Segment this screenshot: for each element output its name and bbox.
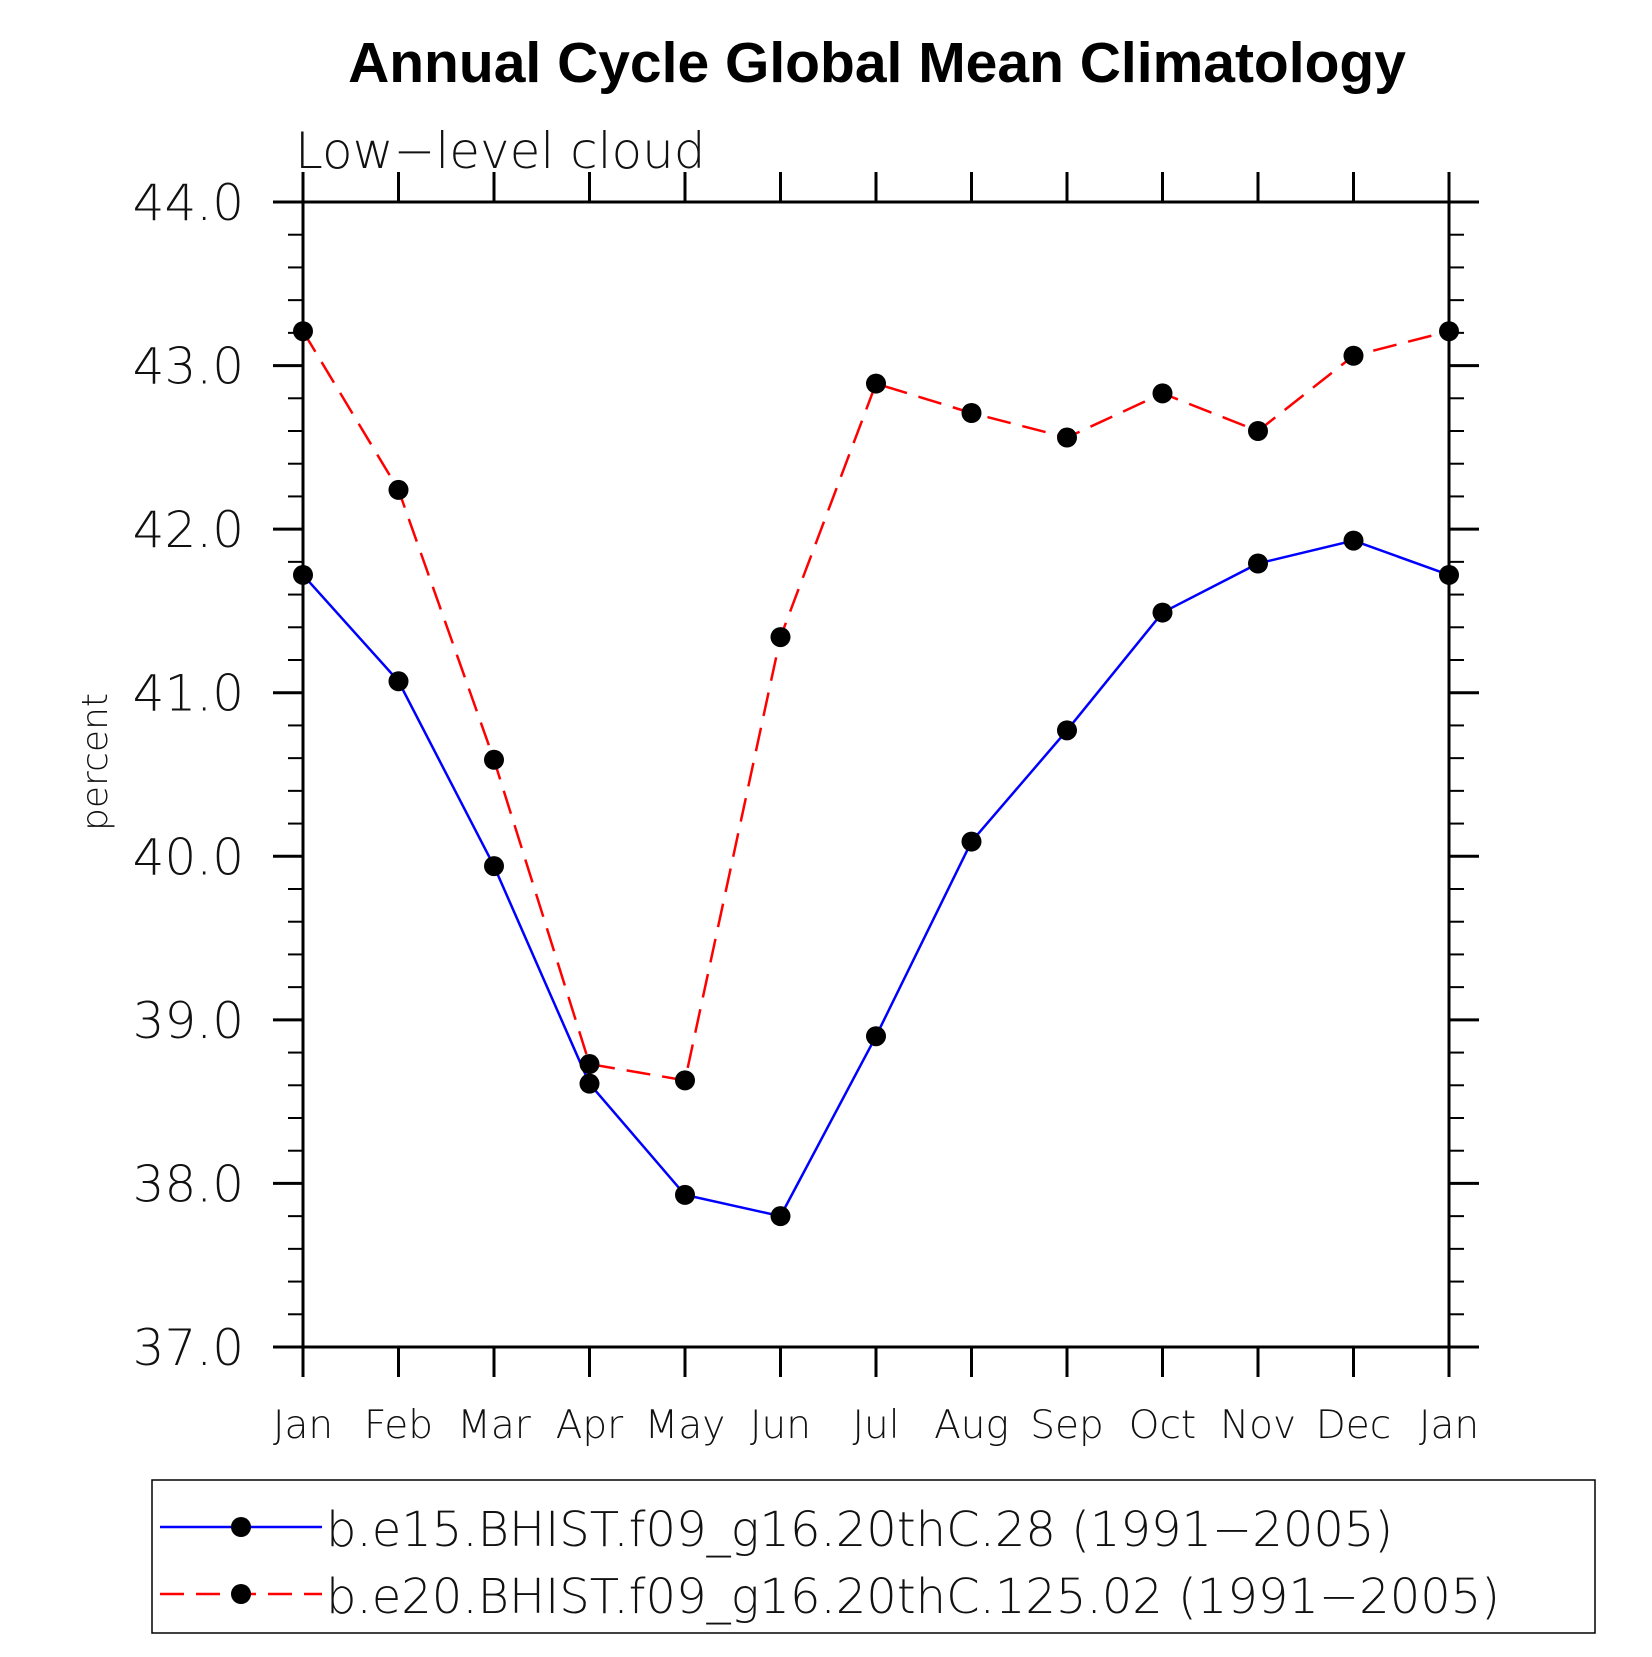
x-tick-label: Feb xyxy=(364,1403,433,1448)
x-tick-label: Dec xyxy=(1316,1403,1391,1448)
x-tick-label: Sep xyxy=(1030,1403,1104,1448)
series-1-point xyxy=(1343,530,1364,551)
x-tick-label: Aug xyxy=(934,1403,1009,1448)
x-tick-label: Jan xyxy=(273,1403,333,1448)
series-1-point xyxy=(1152,602,1173,623)
x-tick-label: Jun xyxy=(750,1403,811,1448)
chart-subtitle: Low−level cloud xyxy=(295,122,706,180)
series-1-point xyxy=(293,564,313,585)
series-2-point xyxy=(770,627,791,648)
x-tick-label: May xyxy=(645,1403,726,1448)
legend-label-2: b.e20.BHIST.f09_g16.20thC.125.02 (1991−2… xyxy=(326,1569,1500,1625)
legend: b.e15.BHIST.f09_g16.20thC.28 (1991−2005)… xyxy=(160,1502,1500,1625)
data-series xyxy=(293,321,1459,1227)
legend-label-1: b.e15.BHIST.f09_g16.20thC.28 (1991−2005) xyxy=(326,1502,1393,1558)
y-tick-label: 42.0 xyxy=(133,501,244,559)
series-2-point xyxy=(579,1054,600,1075)
x-tick-label: Mar xyxy=(457,1403,531,1448)
series-line-2 xyxy=(301,330,1450,1082)
series-2-point xyxy=(1152,383,1173,404)
series-1-point xyxy=(866,1026,886,1047)
series-2-point xyxy=(1248,421,1268,441)
series-1-point xyxy=(484,856,504,877)
series-2-point xyxy=(388,479,409,500)
y-tick-labels: 37.0 38.0 39.0 40.0 41.0 42.0 43.0 44.0 xyxy=(133,174,244,1377)
series-2-point xyxy=(675,1070,695,1091)
series-1-point xyxy=(770,1206,791,1227)
x-tick-label: Jan xyxy=(1419,1403,1479,1448)
series-1-point xyxy=(675,1184,695,1205)
series-line-1 xyxy=(302,539,1450,1218)
x-tick-label: Oct xyxy=(1129,1403,1196,1448)
series-2-point xyxy=(1439,321,1459,342)
y-tick-label: 40.0 xyxy=(133,828,244,886)
series-2-point xyxy=(961,403,982,424)
x-tick-label: Jul xyxy=(852,1403,899,1448)
y-axis-label: percent xyxy=(75,693,116,831)
series-1-point xyxy=(388,671,409,692)
series-2-point xyxy=(866,373,886,394)
y-tick-label: 44.0 xyxy=(133,174,244,232)
y-tick-label: 37.0 xyxy=(133,1319,244,1377)
x-tick-label: Nov xyxy=(1220,1403,1296,1448)
axis-ticks xyxy=(273,172,1479,1377)
y-tick-label: 43.0 xyxy=(133,338,244,396)
series-1-point xyxy=(1248,553,1268,574)
y-tick-label: 39.0 xyxy=(133,992,244,1050)
series-1-point xyxy=(579,1073,600,1094)
legend-box xyxy=(151,1479,1596,1634)
legend-marker-1 xyxy=(231,1517,251,1537)
series-1-point xyxy=(1057,720,1077,741)
series-1-point xyxy=(961,831,982,852)
chart-title: Annual Cycle Global Mean Climatology xyxy=(348,31,1406,95)
x-tick-label: Apr xyxy=(556,1403,623,1448)
series-2-point xyxy=(1343,345,1364,366)
x-tick-labels: Jan Feb Mar Apr May Jun Jul Aug Sep Oct Nov Dec Jan xyxy=(273,1403,1479,1448)
y-tick-label: 38.0 xyxy=(133,1155,244,1213)
series-2-point xyxy=(484,749,504,770)
series-2-point xyxy=(293,321,313,342)
legend-marker-2 xyxy=(231,1584,251,1604)
series-2-point xyxy=(1057,427,1077,448)
y-tick-label: 41.0 xyxy=(133,665,244,723)
series-1-point xyxy=(1439,564,1459,585)
